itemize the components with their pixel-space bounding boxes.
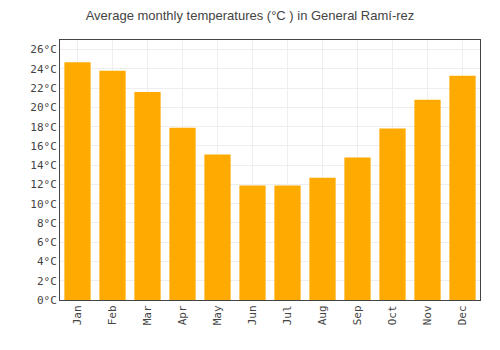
svg-text:May: May [211, 305, 224, 325]
svg-text:26°C: 26°C [30, 43, 57, 56]
svg-text:Jun: Jun [246, 305, 259, 325]
svg-text:10°C: 10°C [30, 198, 57, 211]
svg-text:6°C: 6°C [37, 236, 57, 249]
svg-text:18°C: 18°C [30, 121, 57, 134]
svg-text:4°C: 4°C [37, 255, 57, 268]
svg-text:24°C: 24°C [30, 63, 57, 76]
svg-text:Aug: Aug [316, 305, 329, 325]
svg-text:16°C: 16°C [30, 140, 57, 153]
svg-text:20°C: 20°C [30, 101, 57, 114]
svg-text:Apr: Apr [176, 305, 189, 325]
svg-text:Mar: Mar [141, 305, 154, 325]
svg-text:Feb: Feb [106, 305, 119, 325]
svg-text:2°C: 2°C [37, 275, 57, 288]
svg-text:8°C: 8°C [37, 217, 57, 230]
svg-text:Oct: Oct [386, 305, 399, 325]
svg-text:Jul: Jul [281, 305, 294, 325]
svg-text:Dec: Dec [456, 305, 469, 325]
svg-text:Jan: Jan [71, 305, 84, 325]
svg-text:12°C: 12°C [30, 178, 57, 191]
svg-text:0°C: 0°C [37, 294, 57, 307]
svg-text:14°C: 14°C [30, 159, 57, 172]
svg-text:Sep: Sep [351, 305, 364, 325]
svg-text:22°C: 22°C [30, 82, 57, 95]
svg-text:Nov: Nov [421, 305, 434, 325]
svg-text:Average monthly temperatures (: Average monthly temperatures (°C ) in Ge… [86, 8, 415, 23]
